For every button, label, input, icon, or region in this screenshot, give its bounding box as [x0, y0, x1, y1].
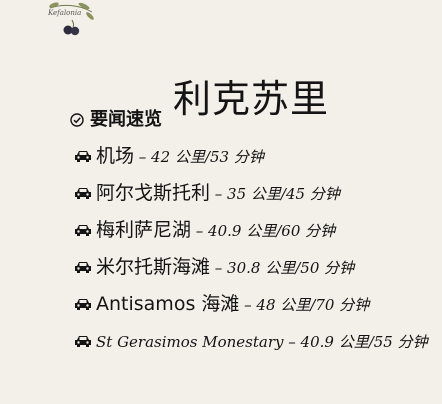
list-item: 阿尔戈斯托利 – 35 公里/45 分钟 [74, 181, 434, 206]
car-icon [75, 151, 91, 162]
place-route: – 40.9 公里/60 分钟 [191, 222, 336, 240]
olive-branch-icon: Kefalonia [47, 2, 94, 36]
car-icon [75, 262, 91, 273]
car-icon [75, 299, 91, 310]
place-name: 机场 [96, 145, 135, 167]
list-item: St Gerasimos Monestary – 40.9 公里/55 分钟 [74, 329, 434, 354]
distance-list: 机场 – 42 公里/53 分钟 阿尔戈斯托利 – 35 公里/45 分钟 梅利… [74, 144, 434, 354]
section-heading-highlights: 要闻速览 [70, 107, 162, 133]
list-item: 米尔托斯海滩 – 30.8 公里/50 分钟 [74, 255, 434, 280]
place-route: – 30.8 公里/50 分钟 [210, 259, 355, 277]
car-icon [75, 225, 91, 236]
place-route: – 35 公里/45 分钟 [210, 185, 340, 203]
place-route: – 40.9 公里/55 分钟 [283, 333, 428, 351]
list-item: 机场 – 42 公里/53 分钟 [74, 144, 434, 169]
svg-text:Kefalonia: Kefalonia [47, 9, 81, 17]
place-name: 阿尔戈斯托利 [96, 182, 211, 204]
section-heading-label: 要闻速览 [90, 109, 162, 130]
olive-branch-logo: Kefalonia [44, 0, 98, 40]
car-icon [75, 188, 91, 199]
place-name: 梅利萨尼湖 [96, 219, 192, 241]
list-item: Antisamos 海滩 – 48 公里/70 分钟 [74, 292, 434, 317]
list-item: 梅利萨尼湖 – 40.9 公里/60 分钟 [74, 218, 434, 243]
place-route: – 48 公里/70 分钟 [239, 296, 370, 314]
place-route: – 42 公里/53 分钟 [134, 148, 264, 166]
page-title: 利克苏里 [172, 77, 329, 122]
place-name: Antisamos 海滩 [96, 293, 240, 315]
place-name: 米尔托斯海滩 [96, 256, 211, 278]
place-name: St Gerasimos Monestary [96, 333, 284, 351]
car-icon [75, 336, 91, 347]
check-circle-icon [70, 113, 84, 127]
